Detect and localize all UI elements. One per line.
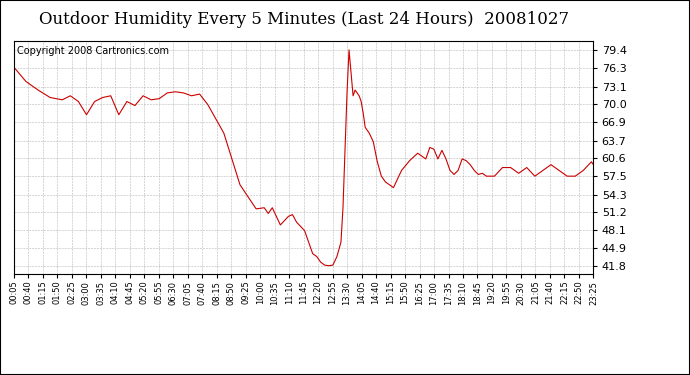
Text: Outdoor Humidity Every 5 Minutes (Last 24 Hours)  20081027: Outdoor Humidity Every 5 Minutes (Last 2… (39, 11, 569, 28)
Text: Copyright 2008 Cartronics.com: Copyright 2008 Cartronics.com (17, 46, 168, 56)
